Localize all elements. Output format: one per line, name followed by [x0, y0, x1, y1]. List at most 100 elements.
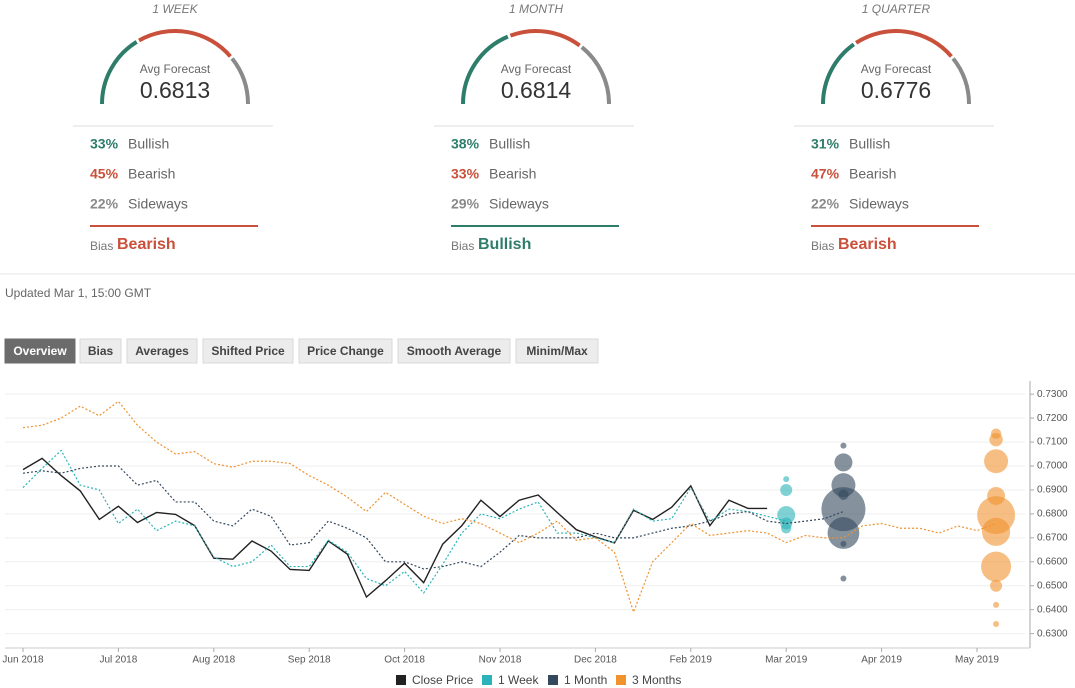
- forecast-bubble: [981, 551, 1012, 582]
- forecast-bubble: [840, 540, 847, 547]
- forecast-bubble: [984, 449, 1009, 474]
- bias-value: Bearish: [117, 236, 176, 253]
- sentiment-name: Bearish: [849, 166, 896, 182]
- series-line: [22, 465, 844, 570]
- tab[interactable]: [202, 338, 294, 364]
- gauge-arc: [461, 34, 509, 105]
- tab[interactable]: [126, 338, 198, 364]
- y-tick-label: 0.6600: [1037, 556, 1068, 567]
- sentiment-pct: 31%: [811, 136, 840, 152]
- sentiment-name: Sideways: [849, 196, 909, 212]
- x-tick-label: Aug 2018: [192, 655, 235, 666]
- x-tick-label: Sep 2018: [288, 655, 331, 666]
- forecast-bubble: [840, 575, 847, 582]
- tab-label[interactable]: Smooth Average: [407, 344, 502, 358]
- tab[interactable]: [4, 338, 76, 364]
- avg-value: 0.6813: [140, 77, 210, 103]
- bias-label: Bias: [811, 239, 834, 253]
- tab-label[interactable]: Shifted Price: [211, 344, 285, 358]
- forecast-bubble: [780, 483, 793, 496]
- gauge-arc: [230, 57, 250, 105]
- x-tick-label: Apr 2019: [861, 655, 902, 666]
- gauge-title: 1 WEEK: [152, 2, 198, 16]
- sentiment-name: Sideways: [128, 196, 188, 212]
- forecast-bubble: [821, 487, 866, 532]
- sentiment-name: Bearish: [489, 166, 536, 182]
- sentiment-name: Sideways: [489, 196, 549, 212]
- tab-label[interactable]: Minim/Max: [526, 344, 588, 358]
- legend-label[interactable]: 1 Month: [564, 673, 607, 687]
- y-tick-label: 0.6500: [1037, 580, 1068, 591]
- avg-label: Avg Forecast: [861, 62, 932, 76]
- gauge-arc: [138, 29, 232, 58]
- bias-value: Bullish: [478, 236, 531, 253]
- forecast-bubble: [993, 621, 1000, 628]
- forecast-bubble: [989, 432, 1003, 447]
- legend-label[interactable]: 3 Months: [632, 673, 681, 687]
- y-tick-label: 0.7300: [1037, 389, 1068, 400]
- x-tick-label: Oct 2018: [384, 655, 425, 666]
- tab[interactable]: [298, 338, 393, 364]
- sentiment-pct: 47%: [811, 166, 840, 182]
- gauge-arc: [580, 45, 611, 105]
- legend-swatch[interactable]: [396, 675, 406, 685]
- y-tick-label: 0.6800: [1037, 509, 1068, 520]
- forecast-bubble: [982, 517, 1011, 546]
- x-tick-label: Feb 2019: [670, 655, 713, 666]
- sentiment-pct: 33%: [451, 166, 480, 182]
- forecast-bubble: [781, 523, 792, 534]
- gauge-title: 1 QUARTER: [862, 2, 931, 16]
- avg-label: Avg Forecast: [140, 62, 211, 76]
- x-tick-label: Jun 2018: [2, 655, 44, 666]
- forecast-bubble: [840, 442, 847, 449]
- avg-value: 0.6776: [861, 77, 931, 103]
- x-tick-label: Dec 2018: [574, 655, 617, 666]
- tab[interactable]: [397, 338, 511, 364]
- series-line: [22, 400, 997, 614]
- y-tick-label: 0.7100: [1037, 437, 1068, 448]
- x-tick-label: Nov 2018: [479, 655, 522, 666]
- gauge-arc: [509, 29, 581, 48]
- y-tick-label: 0.6300: [1037, 628, 1068, 639]
- sentiment-pct: 45%: [90, 166, 119, 182]
- gauge-arc: [855, 29, 953, 58]
- sentiment-pct: 22%: [811, 196, 840, 212]
- forecast-bubble: [990, 579, 1003, 592]
- sentiment-pct: 29%: [451, 196, 480, 212]
- sentiment-name: Bullish: [128, 136, 169, 152]
- gauge-arc: [951, 57, 971, 105]
- sentiment-pct: 33%: [90, 136, 119, 152]
- forecast-bubble: [827, 517, 860, 549]
- tab[interactable]: [515, 338, 599, 364]
- y-tick-label: 0.6900: [1037, 485, 1068, 496]
- gauge-arc: [100, 40, 138, 105]
- sentiment-pct: 22%: [90, 196, 119, 212]
- y-tick-label: 0.7000: [1037, 461, 1068, 472]
- updated: Updated Mar 1, 15:00 GMT: [5, 286, 152, 300]
- legend-swatch[interactable]: [548, 675, 558, 685]
- tab-label[interactable]: Price Change: [307, 344, 384, 358]
- sentiment-pct: 38%: [451, 136, 480, 152]
- legend-swatch[interactable]: [616, 675, 626, 685]
- legend-swatch[interactable]: [482, 675, 492, 685]
- tab[interactable]: [79, 338, 122, 364]
- bias-label: Bias: [90, 239, 113, 253]
- sentiment-name: Bearish: [128, 166, 175, 182]
- tab-label[interactable]: Averages: [135, 344, 189, 358]
- legend-label[interactable]: Close Price: [412, 673, 474, 687]
- sentiment-name: Bullish: [849, 136, 890, 152]
- legend-label[interactable]: 1 Week: [498, 673, 539, 687]
- series-line: [22, 457, 768, 599]
- tab-label[interactable]: Overview: [13, 344, 67, 358]
- gauge-arc: [821, 42, 856, 105]
- forecast-bubble: [783, 476, 790, 483]
- sentiment-name: Bullish: [489, 136, 530, 152]
- avg-label: Avg Forecast: [501, 62, 572, 76]
- y-tick-label: 0.6700: [1037, 532, 1068, 543]
- x-tick-label: Mar 2019: [765, 655, 808, 666]
- tab-label[interactable]: Bias: [88, 344, 114, 358]
- gauge-title: 1 MONTH: [509, 2, 563, 16]
- bias-value: Bearish: [838, 236, 897, 253]
- avg-value: 0.6814: [501, 77, 572, 103]
